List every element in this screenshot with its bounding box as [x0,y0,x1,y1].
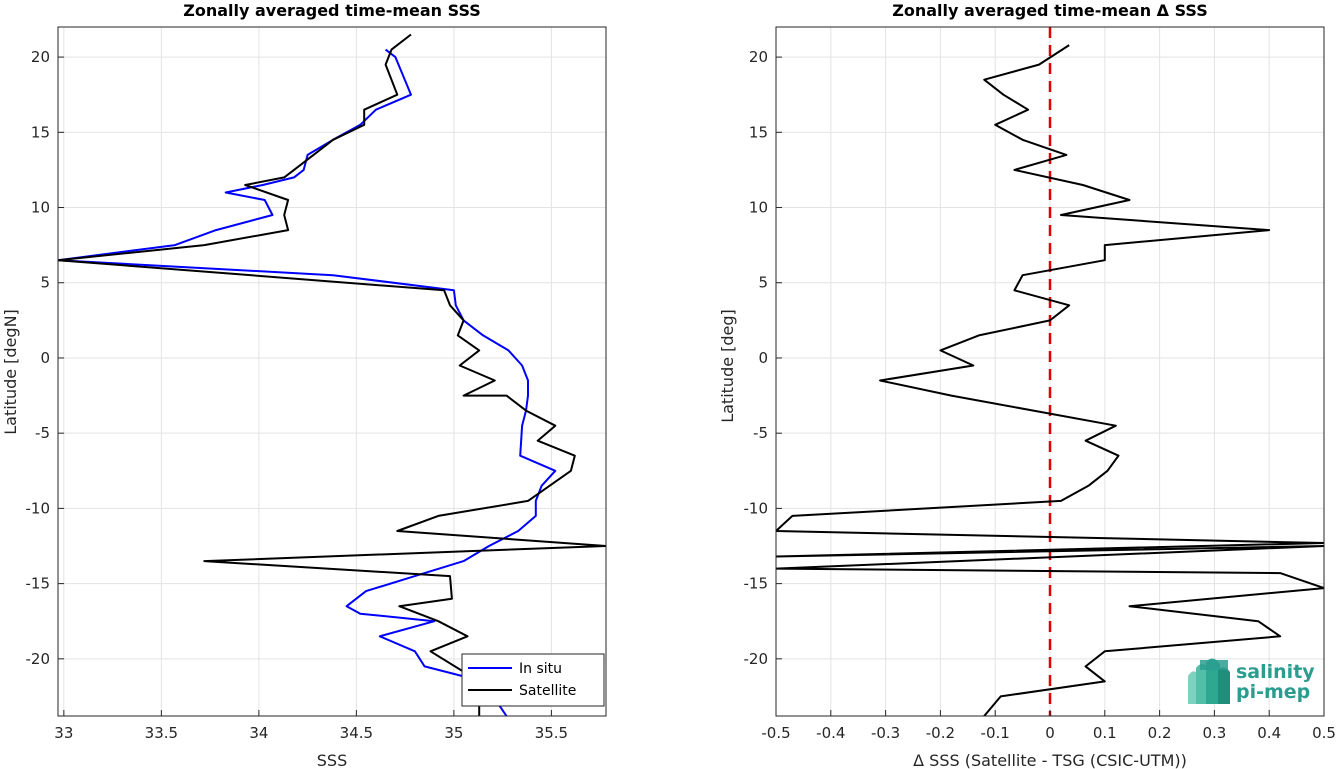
left-x-tick-label: 33 [54,724,73,742]
left-ticks: 33 33.5 34 34.5 35 35.5 20 15 10 5 0 -5 -10 -15 -20 [26,48,569,742]
left-y-tick-label: 10 [31,199,50,217]
left-y-tick-label: -10 [26,499,51,517]
right-x-tick-label: -0.5 [761,724,790,742]
logo-wave-icon [1188,658,1230,704]
right-y-tick-label: 10 [749,199,768,217]
right-y-tick-label: -15 [744,575,769,593]
left-y-tick-label: 20 [31,48,50,66]
legend[interactable]: In situ Satellite [461,653,605,707]
left-series [58,33,606,716]
right-y-tick-label: 20 [749,48,768,66]
right-y-tick-label: 5 [758,274,768,292]
right-x-tick-label: -0.2 [926,724,955,742]
right-y-tick-label: -5 [753,424,768,442]
logo-text-salinity: salinity [1236,661,1315,683]
left-y-tick-label: -15 [26,575,51,593]
right-chart-title: Zonally averaged time-mean Δ SSS [892,1,1208,20]
legend-label-in-situ: In situ [519,661,562,677]
left-series-line-satellite [58,33,606,716]
right-series-line-delta-sss [776,44,1324,716]
left-y-axis-label: Latitude [degN] [1,309,20,435]
logo-text-pi-mep: pi-mep [1236,681,1310,703]
left-x-axis-label: SSS [317,751,347,769]
left-chart: 33 33.5 34 34.5 35 35.5 20 15 10 5 0 -5 -10 -15 -20 Zo… [1,1,607,769]
left-y-tick-label: -20 [26,650,51,668]
left-y-tick-label: 0 [40,349,50,367]
right-x-tick-label: 0.1 [1093,724,1117,742]
left-x-tick-label: 35 [444,724,463,742]
left-y-tick-label: 15 [31,123,50,141]
left-y-tick-label: 5 [40,274,50,292]
right-y-tick-label: 15 [749,123,768,141]
right-chart: -0.5 -0.4 -0.3 -0.2 -0.1 0 0.1 0.2 0.3 0.4 0.5 20 15… [718,1,1336,769]
right-y-axis-label: Latitude [deg] [718,309,737,423]
left-y-tick-label: -5 [35,424,50,442]
right-x-tick-label: -0.3 [871,724,900,742]
right-y-tick-label: -20 [744,650,769,668]
right-x-tick-label: -0.1 [981,724,1010,742]
right-x-tick-label: 0 [1045,724,1055,742]
right-series [776,44,1324,716]
legend-label-satellite: Satellite [519,683,576,699]
legend-box [461,653,605,707]
right-x-tick-label: 0.3 [1202,724,1226,742]
salinity-pi-mep-logo: salinity pi-mep [1188,658,1315,704]
left-x-tick-label: 35.5 [535,724,568,742]
right-y-tick-label: -10 [744,499,769,517]
right-y-tick-label: 0 [758,349,768,367]
left-x-tick-label: 34.5 [340,724,373,742]
right-x-tick-label: 0.4 [1257,724,1281,742]
left-chart-title: Zonally averaged time-mean SSS [183,1,481,20]
right-x-axis-label: Δ SSS (Satellite - TSG (CSIC-UTM)) [913,751,1187,769]
left-series-line-in-situ [58,48,557,716]
left-x-tick-label: 33.5 [145,724,178,742]
left-axes-box [57,26,607,717]
right-x-tick-label: -0.4 [816,724,845,742]
left-x-tick-label: 34 [249,724,268,742]
right-ticks: -0.5 -0.4 -0.3 -0.2 -0.1 0 0.1 0.2 0.3 0.4 0.5 20 15… [744,48,1336,742]
right-x-tick-label: 0.5 [1312,724,1336,742]
right-x-tick-label: 0.2 [1148,724,1172,742]
